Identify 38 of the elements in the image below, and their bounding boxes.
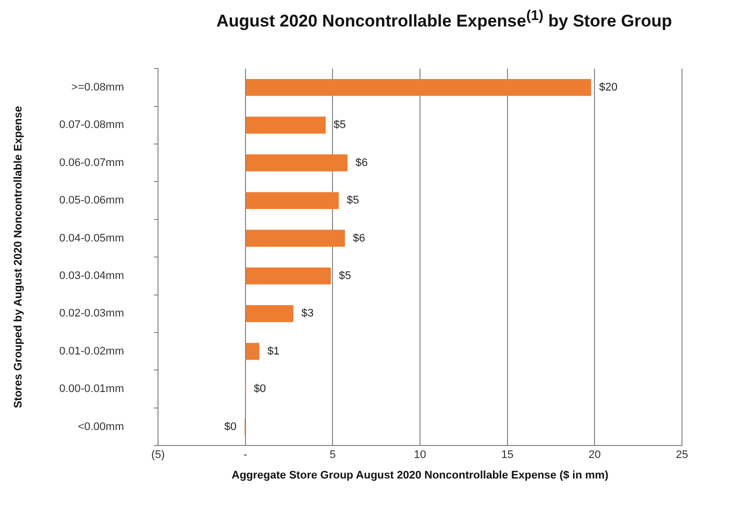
x-tick-label: 5 <box>330 449 336 462</box>
bar <box>246 78 592 96</box>
data-label: $5 <box>334 119 346 132</box>
data-label: $6 <box>352 232 366 244</box>
y-tick-label: 0.06-0.07mm <box>59 156 124 169</box>
data-label: $6 <box>356 156 368 169</box>
bar <box>246 305 294 322</box>
x-tick-label: 10 <box>414 449 426 462</box>
data-label: $5 <box>338 270 352 282</box>
y-tick-label: 0.05-0.06mm <box>59 194 124 207</box>
data-label: $0 <box>254 383 266 396</box>
chart-title: August 2020 Noncontrollable Expense$^{(1)}$ by Store Group <box>215 8 673 32</box>
y-tick-label: 0.00-0.01mm <box>59 383 124 396</box>
x-tick-label: (5) <box>151 449 165 462</box>
y-tick-label: >=0.08mm <box>71 81 124 94</box>
x-tick-label: 25 <box>676 449 688 462</box>
bar <box>246 342 260 360</box>
bar <box>246 192 339 210</box>
bar <box>246 267 331 284</box>
data-label: $3 <box>301 308 314 320</box>
y-tick-label: 0.07-0.08mm <box>59 119 124 132</box>
x-axis-title: Aggregate Store Group August 2020 Noncontrollable Expense ($ in mm) <box>232 469 609 482</box>
data-label: $20 <box>599 81 618 94</box>
bar <box>246 154 348 172</box>
y-tick-label: 0.03-0.04mm <box>59 270 124 282</box>
data-label: $0 <box>224 420 236 433</box>
y-tick-label: 0.02-0.03mm <box>59 308 124 320</box>
data-label: $5 <box>346 194 360 207</box>
x-tick-label: - <box>244 449 248 462</box>
y-tick-label: 0.04-0.05mm <box>59 232 124 244</box>
bar <box>246 230 345 247</box>
y-tick-label: <0.00mm <box>78 420 124 433</box>
x-tick-label: 20 <box>588 449 601 462</box>
bar <box>246 116 326 134</box>
data-label: $1 <box>267 345 280 358</box>
x-tick-label: 15 <box>501 449 514 462</box>
y-tick-label: 0.01-0.02mm <box>59 345 124 358</box>
y-axis-title: Stores Grouped by August 2020 Noncontrollable Expense <box>12 106 25 408</box>
